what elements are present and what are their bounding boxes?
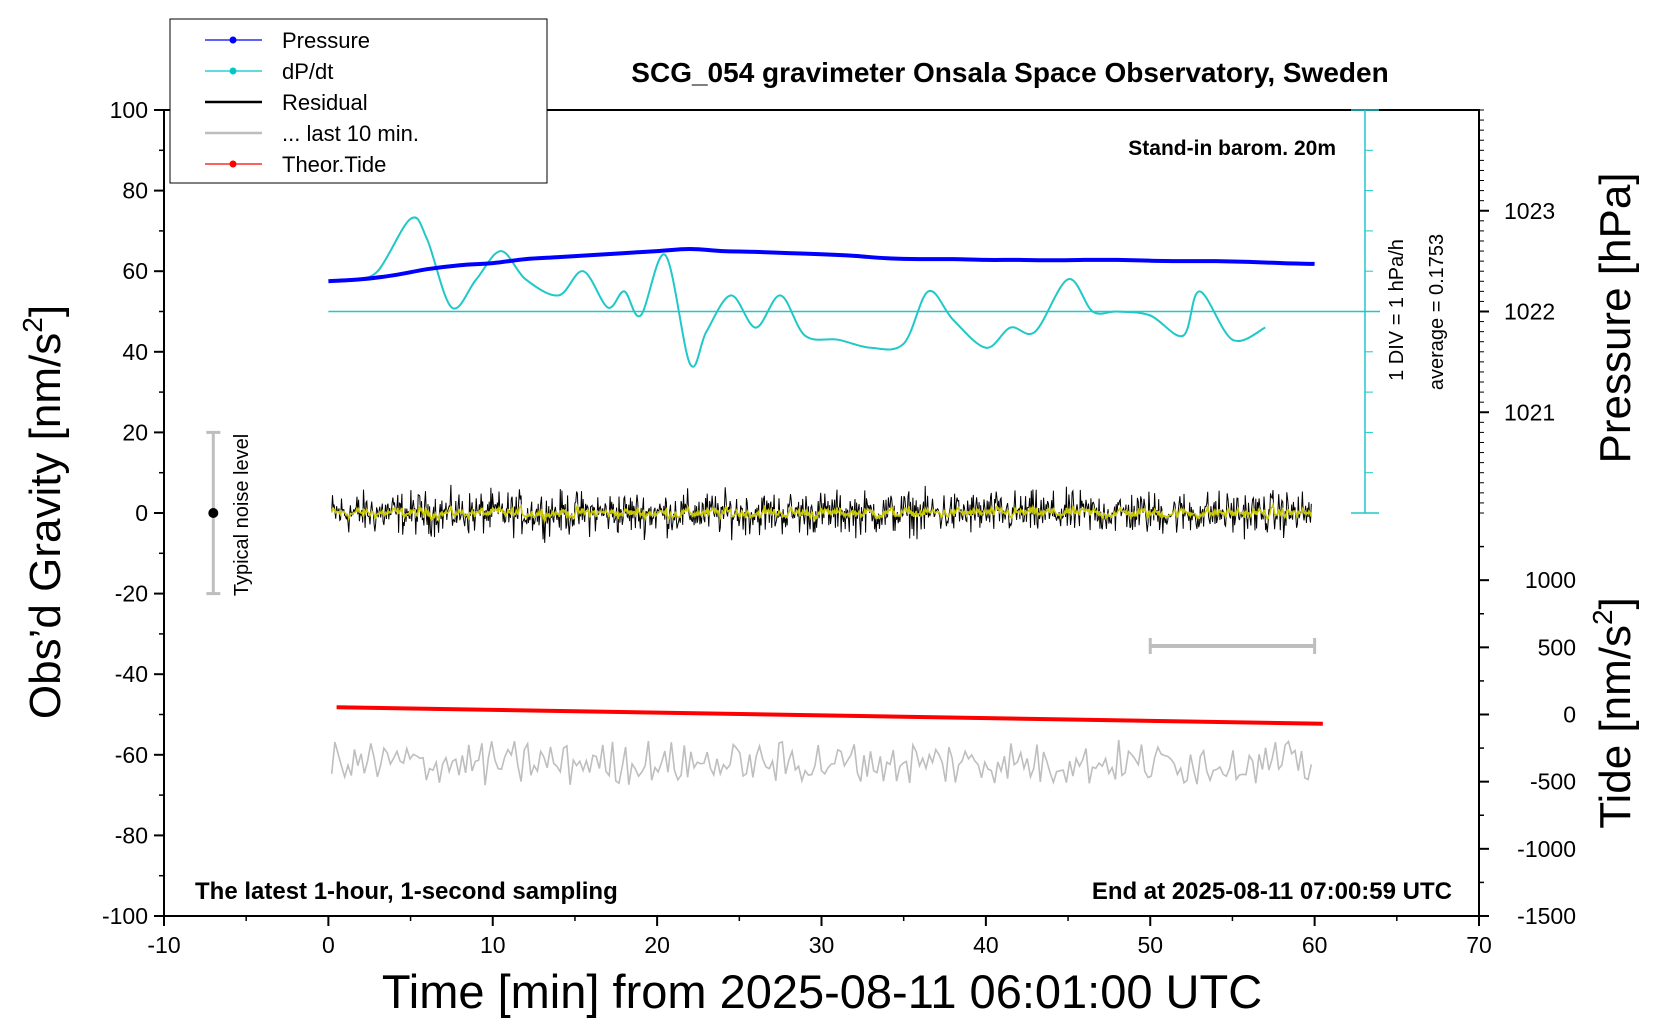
y-tick-label: 40 bbox=[122, 339, 148, 365]
x-tick-label: 40 bbox=[973, 932, 999, 958]
residual-smooth-line bbox=[330, 501, 1313, 524]
legend-label: Pressure bbox=[282, 28, 370, 53]
x-tick-label: 60 bbox=[1302, 932, 1328, 958]
bottom-right-note: End at 2025-08-11 07:00:59 UTC bbox=[1092, 878, 1452, 905]
y-tick-label: -100 bbox=[102, 903, 148, 929]
y-tick-label: -80 bbox=[115, 822, 148, 848]
x-tick-label: 30 bbox=[809, 932, 835, 958]
legend-swatch-marker bbox=[229, 36, 237, 44]
pressure-tick-label: 1022 bbox=[1504, 299, 1555, 325]
tide-tick-label: 0 bbox=[1563, 702, 1576, 728]
pressure-line bbox=[328, 246, 1315, 284]
x-axis-title: Time [min] from 2025-08-11 06:01:00 UTC bbox=[382, 965, 1262, 1018]
tide-tick-label: -1500 bbox=[1517, 903, 1576, 929]
tide-tick-label: -1000 bbox=[1517, 836, 1576, 862]
pressure-tick-label: 1021 bbox=[1504, 399, 1555, 425]
y-tick-label: -60 bbox=[115, 742, 148, 768]
legend-label: dP/dt bbox=[282, 59, 333, 84]
y-tick-label: 100 bbox=[110, 97, 148, 123]
y-axis-left-title: Obs’d Gravity [nm/s2] bbox=[17, 305, 70, 719]
legend-label: Residual bbox=[282, 90, 368, 115]
y-axis-left-title-sup: 2 bbox=[17, 317, 48, 333]
pressure-tick-label: 1023 bbox=[1504, 198, 1555, 224]
y-axis-tide-title: Tide [nm/s2] bbox=[1587, 597, 1640, 829]
series-group bbox=[206, 109, 1380, 786]
chart-title: SCG_054 gravimeter Onsala Space Observat… bbox=[631, 57, 1388, 88]
barometer-note: Stand-in barom. 20m bbox=[1128, 137, 1336, 160]
tide-line bbox=[336, 705, 1323, 726]
legend-items: Pressure dP/dt Residual ... last 10 min. The… bbox=[205, 28, 419, 177]
y-axis-pressure-title: Pressure [hPa] bbox=[1591, 172, 1640, 463]
x-tick-label: 50 bbox=[1137, 932, 1163, 958]
legend-label: ... last 10 min. bbox=[282, 121, 419, 146]
y-axis-left-title-main: Obs’d Gravity [nm/s bbox=[21, 333, 70, 719]
y-axis-left-title-end: ] bbox=[21, 305, 70, 317]
tide-tick-label: -500 bbox=[1530, 769, 1576, 795]
legend: Pressure dP/dt Residual ... last 10 min. The… bbox=[169, 18, 548, 184]
bottom-left-note: The latest 1-hour, 1-second sampling bbox=[195, 878, 618, 905]
residual-line bbox=[331, 484, 1312, 543]
average-note: average = 0.1753 bbox=[1426, 234, 1448, 390]
div-note: 1 DIV = 1 hPa/h bbox=[1386, 239, 1408, 381]
tide-tick-label: 500 bbox=[1538, 634, 1576, 660]
legend-label: Theor.Tide bbox=[282, 152, 386, 177]
tide-tick-label: 1000 bbox=[1525, 567, 1576, 593]
axes-group: -10 0 10 20 30 40 50 60 70100806040200-20-40-60-… bbox=[102, 97, 1576, 958]
x-tick-label: 0 bbox=[322, 932, 335, 958]
y-tick-label: 60 bbox=[122, 258, 148, 284]
legend-swatch-marker bbox=[229, 160, 237, 168]
x-tick-label: 10 bbox=[480, 932, 506, 958]
noise-note: Typical noise level bbox=[231, 434, 253, 596]
y-axis-tide-title-sup: 2 bbox=[1587, 609, 1618, 625]
legend-swatch-marker bbox=[229, 67, 237, 75]
y-tick-label: 80 bbox=[122, 178, 148, 204]
x-tick-label: 20 bbox=[644, 932, 670, 958]
y-tick-label: 0 bbox=[135, 500, 148, 526]
y-tick-label: 20 bbox=[122, 419, 148, 445]
x-tick-label: 70 bbox=[1466, 932, 1492, 958]
y-axis-tide-title-end: ] bbox=[1591, 597, 1640, 609]
dpdt-line bbox=[352, 216, 1266, 368]
last10-line bbox=[330, 739, 1313, 786]
y-tick-label: -20 bbox=[115, 581, 148, 607]
noise-bar-center-dot bbox=[208, 508, 219, 518]
x-tick-label: -10 bbox=[147, 932, 180, 958]
y-axis-tide-title-main: Tide [nm/s bbox=[1591, 625, 1640, 829]
y-tick-label: -40 bbox=[115, 661, 148, 687]
